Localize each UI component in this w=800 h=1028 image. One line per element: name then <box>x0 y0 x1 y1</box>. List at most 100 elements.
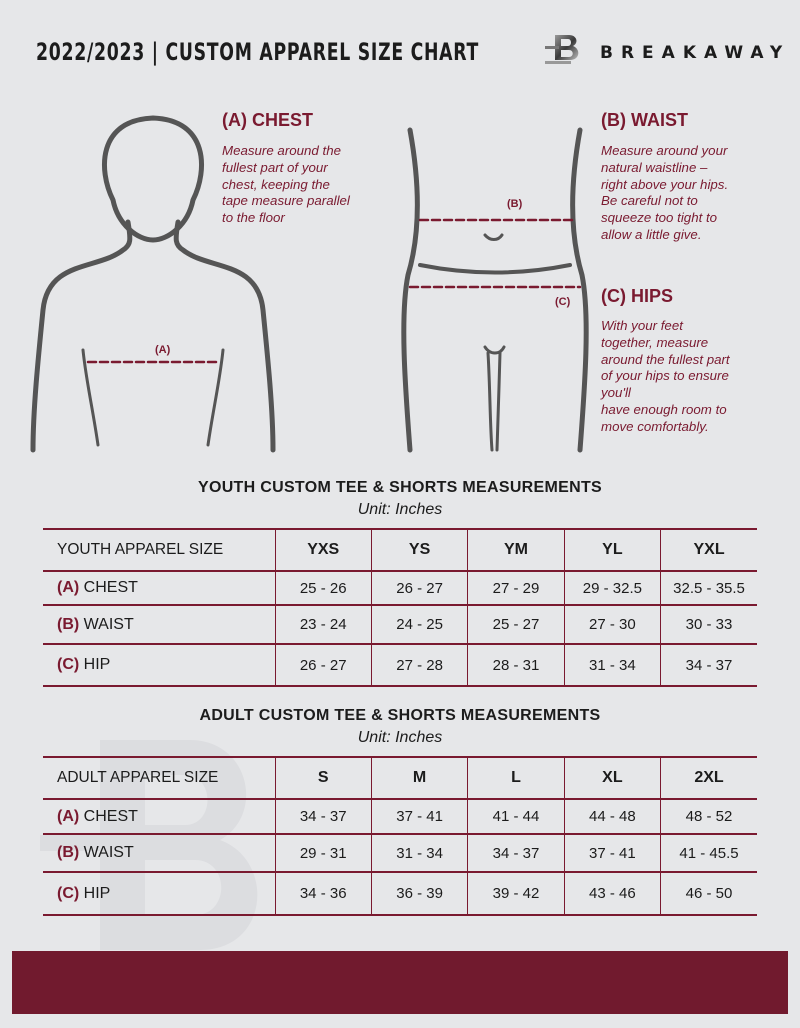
breakaway-logo-icon <box>545 35 579 64</box>
row-label: (C) HIP <box>43 643 275 687</box>
row-code: (B) <box>57 615 80 633</box>
hips-description: With your feet together, measure around th… <box>601 318 730 436</box>
cell: 28 - 31 <box>467 643 565 687</box>
row-name: CHEST <box>83 579 138 596</box>
cell: 31 - 34 <box>563 643 661 687</box>
cell: 25 - 26 <box>274 570 372 606</box>
waist-marker: (B) <box>507 198 523 210</box>
cell: 41 - 44 <box>467 798 565 835</box>
brand-name: BREAKAWAY <box>600 43 791 63</box>
footer-band <box>12 951 788 1014</box>
row-label: (B) WAIST <box>43 833 275 873</box>
adult-size-table: ADULT APPAREL SIZE S M L XL 2XL (A) CHEST 34 … <box>43 756 757 916</box>
waist-line: Be careful not to <box>601 193 698 209</box>
hips-line: have enough room to <box>601 401 727 417</box>
row-name: WAIST <box>83 844 134 861</box>
table-row: (C) HIP 34 - 36 36 - 39 39 - 42 43 - 46 46 - … <box>43 871 757 916</box>
cell: 48 - 52 <box>660 798 757 835</box>
hips-line: With your feet <box>601 318 683 333</box>
cell: 44 - 48 <box>563 798 661 835</box>
waist-description: Measure around your natural waistline – ri… <box>601 143 728 244</box>
row-name: HIP <box>83 656 111 673</box>
size-header: XL <box>563 756 661 800</box>
size-header: YXL <box>660 528 757 572</box>
row-label: (A) CHEST <box>43 798 275 835</box>
size-header: YM <box>467 528 565 572</box>
chest-line: to the floor <box>222 210 285 226</box>
waist-line: right above your hips. <box>601 176 729 192</box>
size-header: YS <box>370 528 468 572</box>
cell: 34 - 37 <box>660 643 757 687</box>
table-header-row: YOUTH APPAREL SIZE YXS YS YM YL YXL <box>43 528 757 572</box>
hips-line: move comfortably. <box>601 418 709 434</box>
page-title: 2022/2023 | CUSTOM APPAREL SIZE CHART <box>36 38 480 66</box>
chest-marker: (A) <box>155 344 171 356</box>
cell: 36 - 39 <box>370 871 468 916</box>
youth-section-title: YOUTH CUSTOM TEE & SHORTS MEASUREMENTS <box>197 479 603 496</box>
chest-line: fullest part of your <box>222 159 328 175</box>
cell: 23 - 24 <box>274 604 372 645</box>
cell: 30 - 33 <box>660 604 757 645</box>
table-row: (C) HIP 26 - 27 27 - 28 28 - 31 31 - 34 34 - … <box>43 643 757 687</box>
chest-description: Measure around the fullest part of your ch… <box>222 143 350 227</box>
chest-line: tape measure parallel <box>222 193 350 209</box>
header-cell: ADULT APPAREL SIZE <box>43 756 275 800</box>
hips-line: around the fullest part <box>601 351 730 367</box>
chest-line: chest, keeping the <box>222 176 330 192</box>
cell: 29 - 31 <box>274 833 372 873</box>
youth-size-table: YOUTH APPAREL SIZE YXS YS YM YL YXL (A) CHES… <box>43 528 757 687</box>
hips-marker: (C) <box>555 296 571 308</box>
upper-body-figure <box>30 115 276 453</box>
cell: 24 - 25 <box>370 604 468 645</box>
cell: 34 - 36 <box>274 871 372 916</box>
waist-line: Measure around your <box>601 143 728 158</box>
size-header: L <box>467 756 565 800</box>
cell: 27 - 30 <box>563 604 661 645</box>
row-name: CHEST <box>83 807 138 825</box>
header-cell: YOUTH APPAREL SIZE <box>43 528 275 572</box>
row-name: HIP <box>83 884 111 902</box>
waist-line: squeeze too tight to <box>601 210 718 226</box>
row-name: WAIST <box>83 615 134 633</box>
row-label: (A) CHEST <box>43 570 275 606</box>
row-code: (A) <box>57 807 80 825</box>
cell: 26 - 27 <box>370 570 468 606</box>
row-code: (A) <box>57 579 80 596</box>
cell: 31 - 34 <box>370 833 468 873</box>
table-row: (A) CHEST 25 - 26 26 - 27 27 - 29 29 - 32.5 3… <box>43 570 757 606</box>
cell: 34 - 37 <box>467 833 565 873</box>
cell: 46 - 50 <box>660 871 757 916</box>
cell: 37 - 41 <box>563 833 661 873</box>
size-header: 2XL <box>660 756 757 800</box>
table-row: (A) CHEST 34 - 37 37 - 41 41 - 44 44 - 48 48 … <box>43 798 757 835</box>
table-row: (B) WAIST 29 - 31 31 - 34 34 - 37 37 - 41 41 … <box>43 833 757 873</box>
cell: 29 - 32.5 <box>563 570 661 606</box>
row-code: (C) <box>57 884 80 902</box>
row-label: (B) WAIST <box>43 604 275 645</box>
hips-line: together, measure <box>601 334 709 350</box>
cell: 25 - 27 <box>467 604 565 645</box>
cell: 41 - 45.5 <box>660 833 757 873</box>
row-label: (C) HIP <box>43 871 275 916</box>
hips-line: you'll <box>601 385 631 401</box>
cell: 32.5 - 35.5 <box>660 570 757 606</box>
cell: 43 - 46 <box>563 871 661 916</box>
size-header: YL <box>563 528 661 572</box>
size-header: S <box>274 756 372 800</box>
waist-label: (B) WAIST <box>601 110 688 130</box>
row-code: (C) <box>57 656 80 673</box>
size-header: YXS <box>274 528 372 572</box>
cell: 27 - 29 <box>467 570 565 606</box>
hips-label: (C) HIPS <box>601 286 673 306</box>
chest-label: (A) CHEST <box>222 110 313 130</box>
hips-line: of your hips to ensure <box>601 368 729 384</box>
cell: 27 - 28 <box>370 643 468 687</box>
table-row: (B) WAIST 23 - 24 24 - 25 25 - 27 27 - 30 30 … <box>43 604 757 645</box>
adult-section-title: ADULT CUSTOM TEE & SHORTS MEASUREMENTS <box>199 707 601 724</box>
cell: 39 - 42 <box>467 871 565 916</box>
youth-unit: Unit: Inches <box>357 501 443 518</box>
chest-line: Measure around the <box>222 143 342 158</box>
cell: 34 - 37 <box>274 798 372 835</box>
table-header-row: ADULT APPAREL SIZE S M L XL 2XL <box>43 756 757 800</box>
row-code: (B) <box>57 844 80 861</box>
